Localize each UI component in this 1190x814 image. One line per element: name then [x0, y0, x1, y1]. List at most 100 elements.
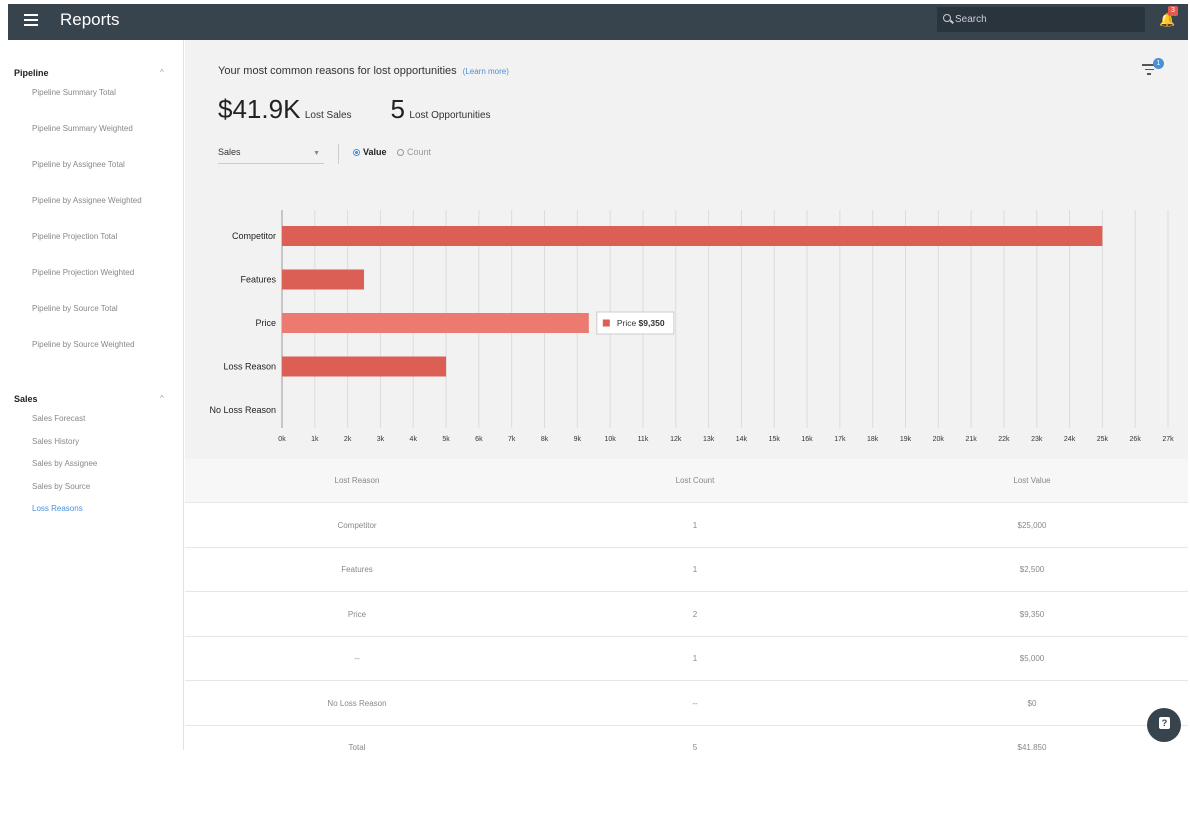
x-tick-label: 5k: [442, 436, 450, 443]
column-header: Lost Value: [1013, 476, 1051, 485]
search-input[interactable]: Search: [937, 7, 1145, 32]
lost-sales-label: Lost Sales: [304, 110, 352, 121]
sidebar-item[interactable]: Pipeline Projection Total: [32, 232, 118, 241]
table-cell: Total: [348, 743, 366, 750]
x-tick-label: 7k: [508, 436, 516, 443]
table-cell: Features: [341, 565, 373, 574]
sidebar-section-sales[interactable]: Sales: [14, 394, 38, 404]
x-tick-label: 11k: [638, 436, 649, 443]
metric-select[interactable]: Sales ▼: [218, 144, 324, 164]
x-tick-label: 21k: [965, 436, 977, 443]
table-cell: 1: [692, 565, 698, 574]
metrics-row: $41.9K Lost Sales 5 Lost Opportunities: [218, 94, 491, 126]
chevron-up-icon[interactable]: ^: [160, 394, 164, 403]
table-cell: $41,850: [1017, 743, 1047, 750]
radio-count-label: Count: [407, 147, 432, 157]
x-tick-label: 25k: [1097, 436, 1109, 443]
help-chat-button[interactable]: [1147, 708, 1181, 742]
x-tick-label: 19k: [900, 436, 912, 443]
x-tick-label: 20k: [933, 436, 945, 443]
filter-badge: 1: [1153, 58, 1164, 69]
divider: [338, 144, 339, 164]
category-label: Features: [240, 275, 276, 285]
radio-dot-icon: [353, 149, 360, 156]
tooltip-label: Price $9,350: [617, 318, 665, 328]
sidebar-item[interactable]: Sales by Assignee: [32, 459, 98, 468]
notification-badge: 3: [1168, 6, 1178, 16]
top-bar: Reports Search 🔔 3: [8, 4, 1188, 40]
sidebar-item[interactable]: Loss Reasons: [32, 504, 83, 513]
table-row: -- 1 $5,000: [185, 637, 1188, 681]
table-header-row: Lost Reason Lost Count Lost Value: [185, 459, 1188, 503]
category-label: Loss Reason: [223, 362, 276, 372]
x-tick-label: 2k: [344, 436, 352, 443]
sidebar-item[interactable]: Sales by Source: [32, 481, 91, 491]
category-label: Price: [255, 318, 276, 328]
bar[interactable]: [282, 226, 1103, 246]
sidebar-item[interactable]: Sales Forecast: [32, 414, 86, 423]
lost-opps-label: Lost Opportunities: [409, 110, 491, 121]
hamburger-menu-icon[interactable]: [24, 14, 38, 28]
sidebar: Pipeline ^ Pipeline Summary Total Pipeline …: [8, 40, 184, 750]
x-tick-label: 24k: [1064, 436, 1076, 443]
table-cell: 1: [692, 520, 698, 530]
table-cell: --: [692, 698, 698, 708]
x-tick-label: 26k: [1130, 436, 1142, 443]
table-cell: 1: [692, 654, 698, 663]
page-headline: Your most common reasons for lost opport…: [218, 65, 509, 77]
x-tick-label: 22k: [998, 436, 1010, 443]
x-tick-label: 14k: [736, 436, 748, 443]
table-cell: $0: [1027, 698, 1037, 708]
x-tick-label: 13k: [703, 436, 715, 443]
x-tick-label: 9k: [574, 436, 582, 443]
sidebar-item[interactable]: Sales History: [32, 436, 80, 446]
app-window: Reports Search 🔔 3 Pipeline ^ Pipeline Sum…: [8, 4, 1188, 750]
radio-count[interactable]: Count: [397, 147, 431, 157]
table-cell: --: [354, 654, 360, 663]
tooltip-swatch: [602, 319, 610, 327]
table-cell: No Loss Reason: [327, 698, 387, 708]
table-cell: $25,000: [1017, 520, 1047, 530]
sidebar-item[interactable]: Pipeline Summary Total: [32, 88, 116, 97]
sidebar-item[interactable]: Pipeline by Assignee Weighted: [32, 196, 142, 205]
filter-icon[interactable]: [1141, 64, 1157, 78]
chevron-down-icon: ▼: [313, 150, 320, 157]
radio-value-label: Value: [363, 147, 387, 157]
x-tick-label: 17k: [834, 436, 846, 443]
x-tick-label: 3k: [377, 436, 385, 443]
sidebar-item[interactable]: Pipeline by Source Weighted: [32, 340, 135, 349]
loss-reasons-table: Lost Reason Lost Count Lost Value Competito…: [185, 459, 1188, 750]
table-cell: Competitor: [337, 520, 377, 530]
sidebar-item[interactable]: Pipeline Projection Weighted: [32, 268, 135, 277]
table-row: Price 2 $9,350: [185, 593, 1188, 637]
app-title: Reports: [60, 10, 120, 29]
bar[interactable]: [282, 269, 365, 290]
sidebar-item[interactable]: Pipeline by Source Total: [32, 304, 118, 313]
x-tick-label: 27k: [1162, 436, 1174, 443]
bar[interactable]: [282, 356, 447, 377]
sidebar-section-pipeline[interactable]: Pipeline: [14, 68, 49, 78]
learn-more-link[interactable]: (Learn more): [462, 67, 509, 76]
chevron-up-icon[interactable]: ^: [160, 68, 164, 77]
column-header: Lost Reason: [334, 476, 380, 485]
category-label: No Loss Reason: [209, 405, 276, 415]
loss-reasons-chart: 0k 1k 2k 3k 4k 5k 6k 7k 8k 9k 10k 11k 12k 13k 14k 15k 16…: [209, 210, 1174, 443]
x-tick-label: 8k: [541, 436, 549, 443]
radio-value[interactable]: Value: [353, 147, 387, 157]
main-content: Your most common reasons for lost opport…: [185, 40, 1188, 750]
category-label: Competitor: [232, 231, 276, 241]
table-cell: 2: [692, 609, 698, 619]
x-tick-label: 1k: [311, 436, 319, 443]
lost-opps-value: 5: [390, 94, 405, 124]
x-tick-label: 23k: [1031, 436, 1043, 443]
bar[interactable]: [282, 313, 589, 333]
table-row: Competitor 1 $25,000: [185, 504, 1188, 548]
sidebar-item[interactable]: Pipeline by Assignee Total: [32, 160, 125, 169]
tooltip-box: [596, 311, 675, 335]
sidebar-item[interactable]: Pipeline Summary Weighted: [32, 124, 133, 133]
table-cell: Price: [347, 609, 367, 619]
table-cell: 5: [692, 743, 698, 750]
table-row: No Loss Reason -- $0: [185, 682, 1188, 726]
x-tick-label: 6k: [475, 436, 483, 443]
x-tick-label: 12k: [670, 436, 682, 443]
